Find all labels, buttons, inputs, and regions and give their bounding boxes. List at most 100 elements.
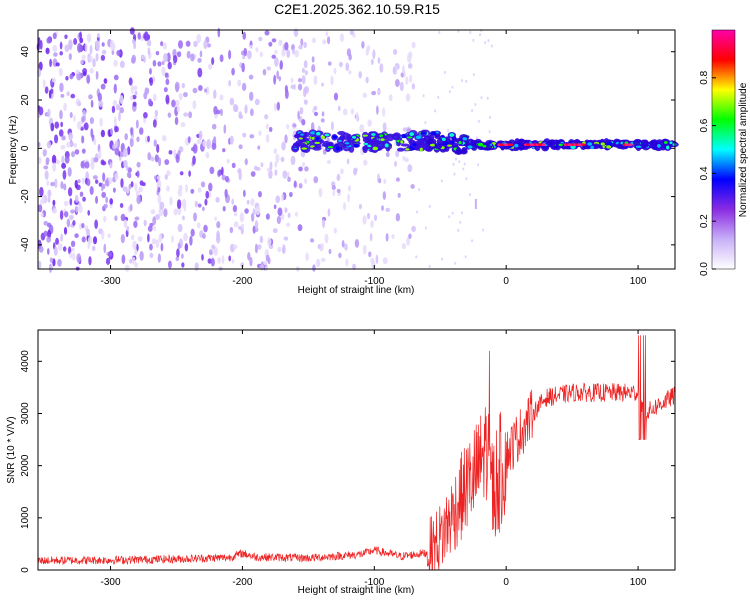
spectrogram-plot-area (38, 30, 675, 269)
spectrogram-dot (112, 99, 118, 106)
spectrogram-dot (143, 219, 147, 227)
spectrogram-dot (69, 252, 73, 259)
spectrogram-artifact (474, 198, 477, 209)
spectrogram-dot (183, 233, 188, 242)
spectrogram-dot (55, 237, 59, 245)
spectrogram-dot (266, 66, 271, 71)
spectrogram-dot (255, 166, 261, 171)
spectrogram-dot (241, 62, 245, 73)
spectrogram-dot (119, 203, 124, 209)
spectrogram-dot (147, 47, 151, 56)
carrier-band-core (316, 131, 321, 136)
carrier-hot-spot (628, 143, 633, 146)
spectrogram-dot (259, 264, 265, 271)
spectrogram-dot (278, 39, 283, 44)
snr-y-tick-label: 3000 (20, 402, 31, 425)
spectrogram-dot (408, 233, 412, 239)
spectrogram-dot (264, 265, 269, 271)
spectrogram-dot (292, 123, 297, 128)
spectrogram-dot (406, 53, 412, 64)
carrier-band-core (514, 143, 519, 148)
spectrogram-x-tick-label: -300 (101, 276, 121, 287)
spectrogram-dot (59, 82, 64, 93)
carrier-band-core (415, 135, 422, 140)
spectrogram-dot (177, 150, 181, 157)
spectrogram-dot (199, 50, 203, 58)
spectrogram-dot (135, 119, 139, 129)
spectrogram-dot (68, 53, 72, 61)
spectrogram-dot (134, 182, 138, 192)
spectrogram-dot (437, 95, 440, 99)
spectrogram-dot (61, 135, 66, 141)
spectrogram-dot (52, 208, 57, 214)
spectrogram-dot (50, 181, 56, 187)
spectrogram-dot (452, 162, 455, 166)
carrier-band-core (400, 140, 404, 144)
spectrogram-dot (90, 99, 94, 108)
spectrogram-dot (52, 32, 57, 40)
spectrogram-dot (60, 93, 65, 98)
spectrogram-dot (114, 215, 118, 222)
spectrogram-dot (203, 224, 208, 233)
spectrogram-dot (281, 193, 284, 202)
spectrogram-dot (125, 165, 129, 171)
spectrogram-dot (327, 61, 332, 66)
spectrogram-dot (120, 213, 126, 222)
spectrogram-dot (375, 254, 379, 264)
spectrogram-dot (176, 199, 182, 210)
spectrogram-dot (82, 71, 87, 77)
spectrogram-dot (221, 174, 226, 181)
spectrogram-dot (62, 170, 67, 180)
spectrogram-dot (59, 109, 63, 120)
spectrogram-dot (81, 148, 86, 154)
spectrogram-dot (114, 126, 119, 133)
spectrogram-dot (311, 64, 316, 73)
spectrogram-dot (388, 94, 393, 102)
spectrogram-dot (160, 41, 164, 47)
spectrogram-dot (490, 44, 493, 48)
spectrogram-dot (149, 67, 152, 75)
spectrogram-dot (259, 51, 263, 58)
spectrogram-dot (46, 141, 52, 149)
spectrogram-dot (284, 41, 289, 51)
spectrogram-dot (372, 49, 376, 60)
spectrogram-dot (102, 184, 106, 189)
carrier-band-core (372, 146, 379, 151)
spectrogram-dot (176, 51, 182, 58)
carrier-band-core (336, 146, 340, 151)
spectrogram-dot (298, 45, 303, 50)
spectrogram-dot (144, 135, 149, 144)
spectrogram-dot (415, 255, 418, 259)
spectrogram-dot (244, 158, 248, 166)
spectrogram-dot (343, 202, 346, 211)
spectrogram-dot (103, 215, 107, 223)
carrier-band-core (458, 141, 462, 145)
spectrogram-dot (273, 74, 277, 85)
spectrogram-dot (70, 240, 76, 248)
spectrogram-dot (411, 225, 416, 232)
spectrogram-dot (202, 233, 206, 239)
spectrogram-dot (244, 104, 248, 114)
spectrogram-dot (68, 132, 73, 141)
spectrogram-dot (373, 214, 378, 222)
spectrogram-dot (169, 196, 173, 206)
spectrogram-dot (262, 68, 267, 76)
spectrogram-dot (411, 41, 416, 49)
spectrogram-dot (457, 228, 460, 232)
spectrogram-dot (326, 159, 332, 165)
spectrogram-dot (171, 235, 174, 244)
spectrogram-dot (229, 226, 234, 234)
spectrogram-dot (249, 91, 254, 101)
spectrogram-dot (370, 220, 374, 228)
spectrogram-dot (243, 47, 248, 57)
spectrogram-dot (70, 209, 75, 214)
spectrogram-dot (401, 243, 406, 250)
carrier-band-core (477, 142, 484, 147)
spectrogram-dot (368, 251, 372, 258)
spectrogram-dot (107, 233, 111, 238)
spectrogram-dot (38, 245, 44, 253)
carrier-band-core (449, 133, 455, 137)
spectrogram-dot (249, 134, 255, 139)
spectrogram-dot (448, 90, 451, 94)
spectrogram-dot (39, 39, 43, 50)
